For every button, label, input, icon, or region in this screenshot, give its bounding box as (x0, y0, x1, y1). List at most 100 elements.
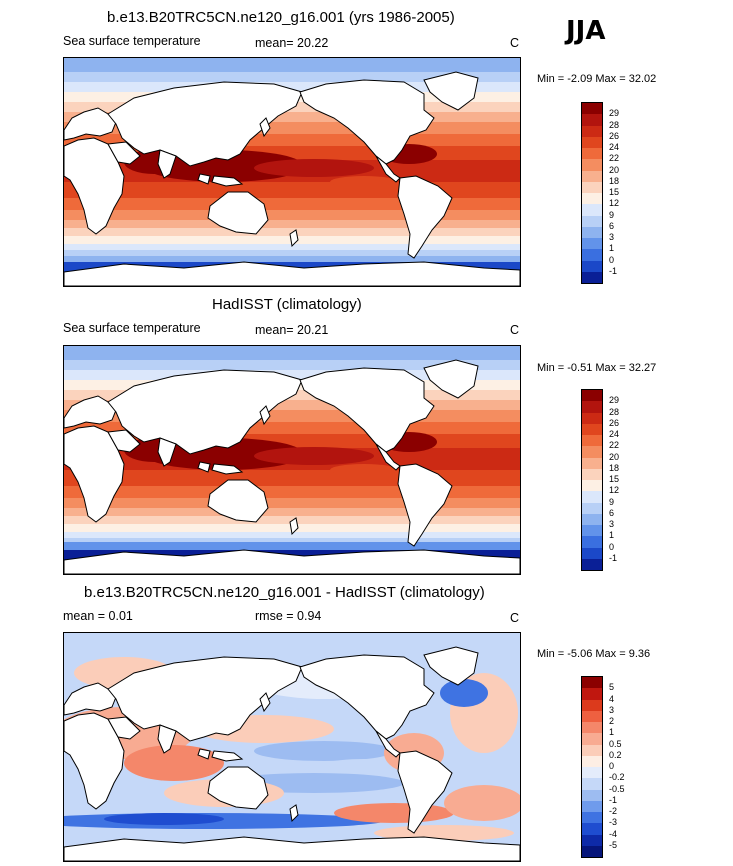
panel-1-mean-label: mean= 20.22 (255, 36, 329, 50)
colorbar-segment (582, 688, 602, 700)
colorbar-tick-label: -1 (609, 265, 618, 276)
panel-3-map (63, 632, 521, 862)
colorbar-segment (582, 170, 602, 182)
colorbar-tick-label: 6 (609, 220, 615, 231)
colorbar-segment (582, 238, 602, 250)
colorbar-segment (582, 800, 602, 812)
colorbar-segment (582, 699, 602, 711)
colorbar-segment (582, 778, 602, 790)
colorbar-segment (582, 845, 602, 857)
panel-3-units-label: C (510, 611, 520, 625)
panel-1-map (63, 57, 521, 287)
colorbar-tick-label: 29 (609, 395, 620, 406)
colorbar-tick-label: 2 (609, 716, 615, 726)
colorbar-tick-label: 5 (609, 682, 615, 693)
colorbar-segment (582, 181, 602, 193)
panel-3-colorbar (581, 676, 603, 858)
colorbar-segment (582, 159, 602, 171)
panel-1-minmax: Min = -2.09 Max = 32.02 (537, 73, 657, 85)
panel-2-minmax: Min = -0.51 Max = 32.27 (537, 362, 657, 374)
panel-3-rmse-label: rmse = 0.94 (255, 609, 322, 623)
colorbar-segment (582, 733, 602, 745)
colorbar-segment (582, 547, 602, 559)
panel-3-mean-label: mean = 0.01 (63, 609, 133, 623)
colorbar-tick-label: 15 (609, 187, 620, 197)
colorbar-segment (582, 536, 602, 548)
colorbar-tick-label: 0 (609, 541, 615, 552)
colorbar-segment (582, 446, 602, 458)
colorbar-tick-label: 12 (609, 485, 620, 496)
season-label: JJA (566, 16, 606, 46)
colorbar-tick-label: 22 (609, 440, 620, 451)
colorbar-segment (582, 502, 602, 514)
panel-2-variable-label: Sea surface temperature (63, 321, 201, 335)
colorbar-tick-label: 12 (609, 198, 620, 209)
colorbar-segment (582, 744, 602, 756)
colorbar-segment (582, 823, 602, 835)
colorbar-tick-label: -1 (609, 794, 618, 805)
colorbar-segment (582, 204, 602, 216)
colorbar-tick-label: 28 (609, 406, 620, 417)
panel-2-mean-label: mean= 20.21 (255, 323, 329, 337)
colorbar-tick-label: -0.5 (609, 783, 625, 794)
colorbar-segment (582, 468, 602, 480)
colorbar-tick-label: 9 (609, 496, 615, 507)
colorbar-tick-label: 20 (609, 451, 620, 462)
colorbar-tick-label: 15 (609, 474, 620, 484)
colorbar-tick-label: 22 (609, 153, 620, 164)
colorbar-tick-label: 0 (609, 761, 615, 771)
colorbar-tick-label: 18 (609, 462, 620, 473)
colorbar-segment (582, 812, 602, 824)
colorbar-tick-label: 28 (609, 119, 620, 130)
colorbar-tick-label: 24 (609, 429, 620, 439)
colorbar-tick-label: 1 (609, 530, 615, 541)
panel-2-colorbar (581, 389, 603, 571)
colorbar-segment (582, 755, 602, 767)
colorbar-tick-label: -4 (609, 828, 618, 839)
panel-3-minmax: Min = -5.06 Max = 9.36 (537, 648, 651, 660)
colorbar-segment (582, 722, 602, 734)
colorbar-segment (582, 525, 602, 537)
colorbar-tick-label: 26 (609, 417, 620, 428)
colorbar-tick-label: 3 (609, 519, 615, 529)
colorbar-segment (582, 767, 602, 779)
colorbar-tick-label: 29 (609, 108, 620, 119)
colorbar-segment (582, 114, 602, 126)
colorbar-segment (582, 390, 602, 402)
colorbar-tick-label: 20 (609, 164, 620, 175)
colorbar-tick-label: 18 (609, 175, 620, 186)
colorbar-tick-label: 0.5 (609, 738, 622, 749)
colorbar-tick-label: -1 (609, 552, 618, 563)
colorbar-tick-label: 3 (609, 232, 615, 242)
colorbar-segment (582, 226, 602, 238)
colorbar-segment (582, 423, 602, 435)
panel-1-variable-label: Sea surface temperature (63, 34, 201, 48)
colorbar-tick-label: -5 (609, 839, 618, 850)
panel-2-units-label: C (510, 323, 520, 337)
colorbar-tick-label: 4 (609, 693, 615, 704)
colorbar-segment (582, 480, 602, 492)
colorbar-tick-label: 1 (609, 243, 615, 254)
colorbar-tick-label: 6 (609, 507, 615, 518)
colorbar-segment (582, 834, 602, 846)
colorbar-tick-label: -0.2 (609, 772, 625, 783)
colorbar-tick-label: 26 (609, 130, 620, 141)
colorbar-segment (582, 677, 602, 689)
panel-2-title: HadISST (climatology) (212, 296, 362, 313)
colorbar-tick-label: 0.2 (609, 749, 622, 760)
colorbar-segment (582, 271, 602, 283)
colorbar-tick-label: 0 (609, 254, 615, 265)
colorbar-segment (582, 193, 602, 205)
colorbar-tick-label: 1 (609, 727, 615, 738)
colorbar-segment (582, 710, 602, 722)
colorbar-segment (582, 789, 602, 801)
colorbar-segment (582, 103, 602, 115)
colorbar-segment (582, 249, 602, 261)
colorbar-tick-label: 3 (609, 704, 615, 715)
colorbar-segment (582, 457, 602, 469)
colorbar-segment (582, 215, 602, 227)
panel-1-colorbar (581, 102, 603, 284)
panel-1-units-label: C (510, 36, 520, 50)
colorbar-segment (582, 125, 602, 137)
colorbar-tick-label: -2 (609, 806, 618, 816)
